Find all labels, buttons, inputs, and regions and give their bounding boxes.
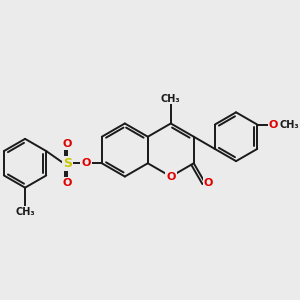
- Text: O: O: [63, 139, 72, 148]
- Text: O: O: [204, 178, 213, 188]
- Text: CH₃: CH₃: [15, 207, 35, 217]
- Text: CH₃: CH₃: [279, 119, 299, 130]
- Text: S: S: [63, 157, 72, 170]
- Text: O: O: [269, 119, 278, 130]
- Text: O: O: [166, 172, 176, 182]
- Text: O: O: [63, 178, 72, 188]
- Text: O: O: [81, 158, 91, 168]
- Text: CH₃: CH₃: [161, 94, 181, 103]
